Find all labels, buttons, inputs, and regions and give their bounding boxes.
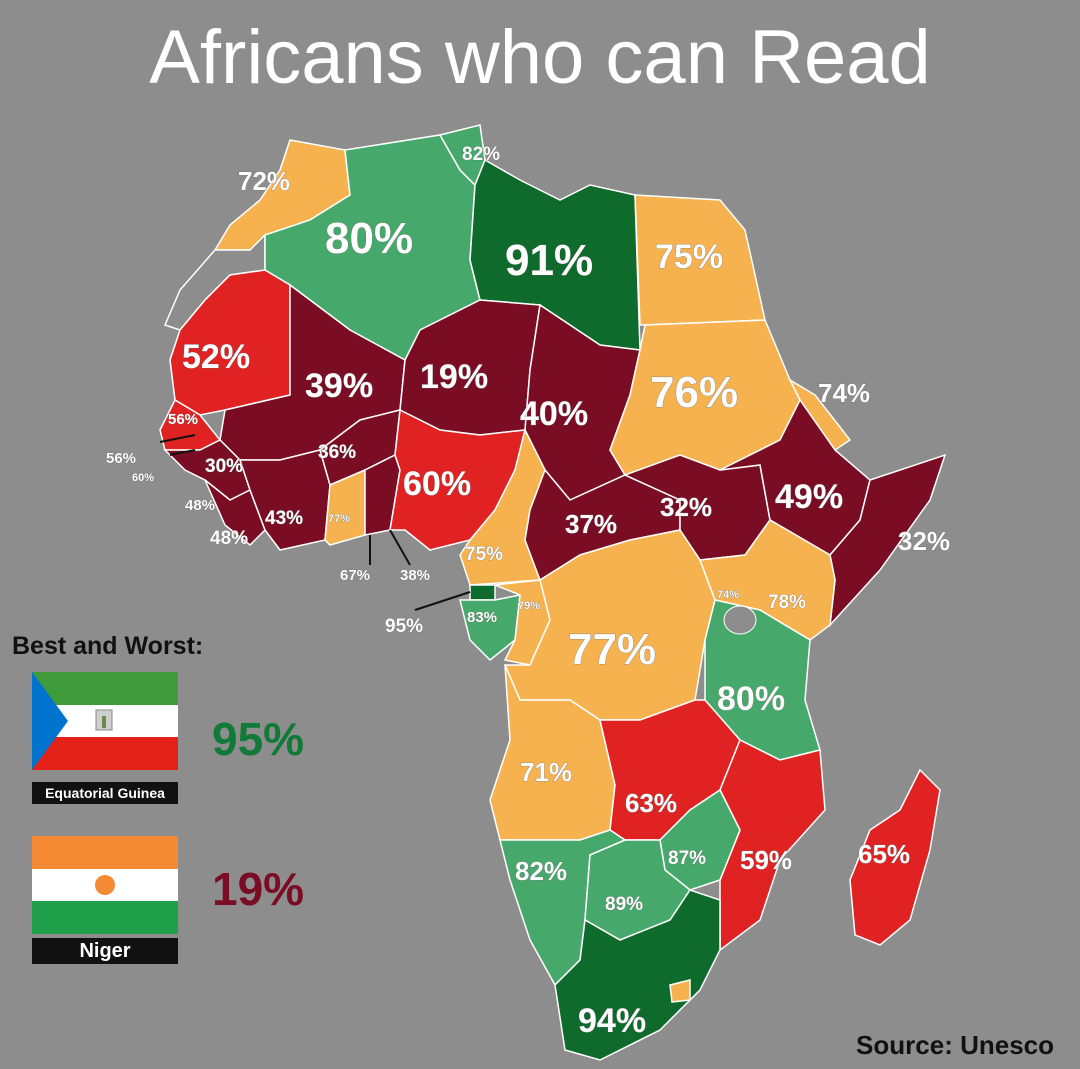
- best-worst-heading: Best and Worst:: [12, 632, 204, 660]
- pointer-line: [159, 434, 196, 443]
- region-eq-guinea: [469, 584, 496, 601]
- label-drc: 77%: [568, 625, 656, 674]
- best-country-caption: Equatorial Guinea: [32, 782, 178, 804]
- label-eritrea: 74%: [818, 378, 870, 408]
- label-togo: 67%: [340, 567, 370, 584]
- pointer-line: [169, 449, 196, 456]
- label-niger: 19%: [420, 358, 488, 396]
- label-mali: 39%: [305, 367, 373, 405]
- label-algeria: 80%: [325, 214, 413, 263]
- best-value: 95%: [212, 713, 305, 765]
- niger-flag: [32, 836, 178, 934]
- label-benin: 38%: [400, 567, 430, 584]
- region-lesotho: [669, 979, 691, 1003]
- worst-value: 19%: [212, 863, 305, 915]
- worst-country-caption: Niger: [32, 938, 178, 964]
- pointer-line: [389, 529, 411, 566]
- label-cote-divoire: 43%: [265, 508, 303, 529]
- label-somalia: 32%: [898, 526, 950, 556]
- label-congo: 79%: [518, 600, 540, 612]
- label-senegal: 56%: [168, 411, 198, 428]
- label-south-africa: 94%: [578, 1002, 646, 1040]
- label-gabon: 83%: [467, 609, 497, 626]
- label-angola: 71%: [520, 757, 572, 787]
- label-eq-guinea: 95%: [385, 616, 423, 637]
- map-title: Africans who can Read: [149, 15, 931, 100]
- label-liberia: 48%: [210, 528, 248, 549]
- label-namibia: 82%: [515, 856, 567, 886]
- region-madagascar: [849, 768, 941, 946]
- source-credit: Source: Unesco: [856, 1030, 1054, 1060]
- label-mozambique: 59%: [740, 845, 792, 875]
- label-malawi: 87%: [668, 848, 706, 869]
- label-gambia: 56%: [106, 450, 136, 467]
- region-eritrea: [788, 378, 852, 452]
- label-burkina: 36%: [318, 442, 356, 463]
- equatorial-guinea-flag: [32, 672, 178, 770]
- label-guinea: 30%: [205, 456, 243, 477]
- pointer-line: [414, 591, 471, 611]
- lake-victoria: [723, 605, 757, 635]
- label-south-sudan: 32%: [660, 492, 712, 522]
- label-ethiopia: 49%: [775, 478, 843, 516]
- label-ghana: 77%: [328, 513, 350, 525]
- region-south-africa: [554, 889, 721, 1061]
- label-morocco: 72%: [238, 166, 290, 196]
- label-zambia: 63%: [625, 788, 677, 818]
- label-chad: 40%: [520, 395, 588, 433]
- label-mauritania: 52%: [182, 338, 250, 376]
- label-guinea-bissau: 60%: [132, 472, 154, 484]
- label-sierra-leone: 48%: [185, 497, 215, 514]
- label-nigeria: 60%: [403, 465, 471, 503]
- label-uganda: 74%: [717, 589, 739, 601]
- label-tanzania: 80%: [717, 680, 785, 718]
- label-madagascar: 65%: [858, 839, 910, 869]
- label-egypt: 75%: [655, 238, 723, 276]
- label-libya: 91%: [505, 236, 593, 285]
- region-ghana: [324, 468, 366, 546]
- label-kenya: 78%: [768, 592, 806, 613]
- label-tunisia: 82%: [462, 144, 500, 165]
- label-sudan: 76%: [650, 368, 738, 417]
- label-car: 37%: [565, 509, 617, 539]
- label-cameroon: 75%: [465, 544, 503, 565]
- label-botswana: 89%: [605, 894, 643, 915]
